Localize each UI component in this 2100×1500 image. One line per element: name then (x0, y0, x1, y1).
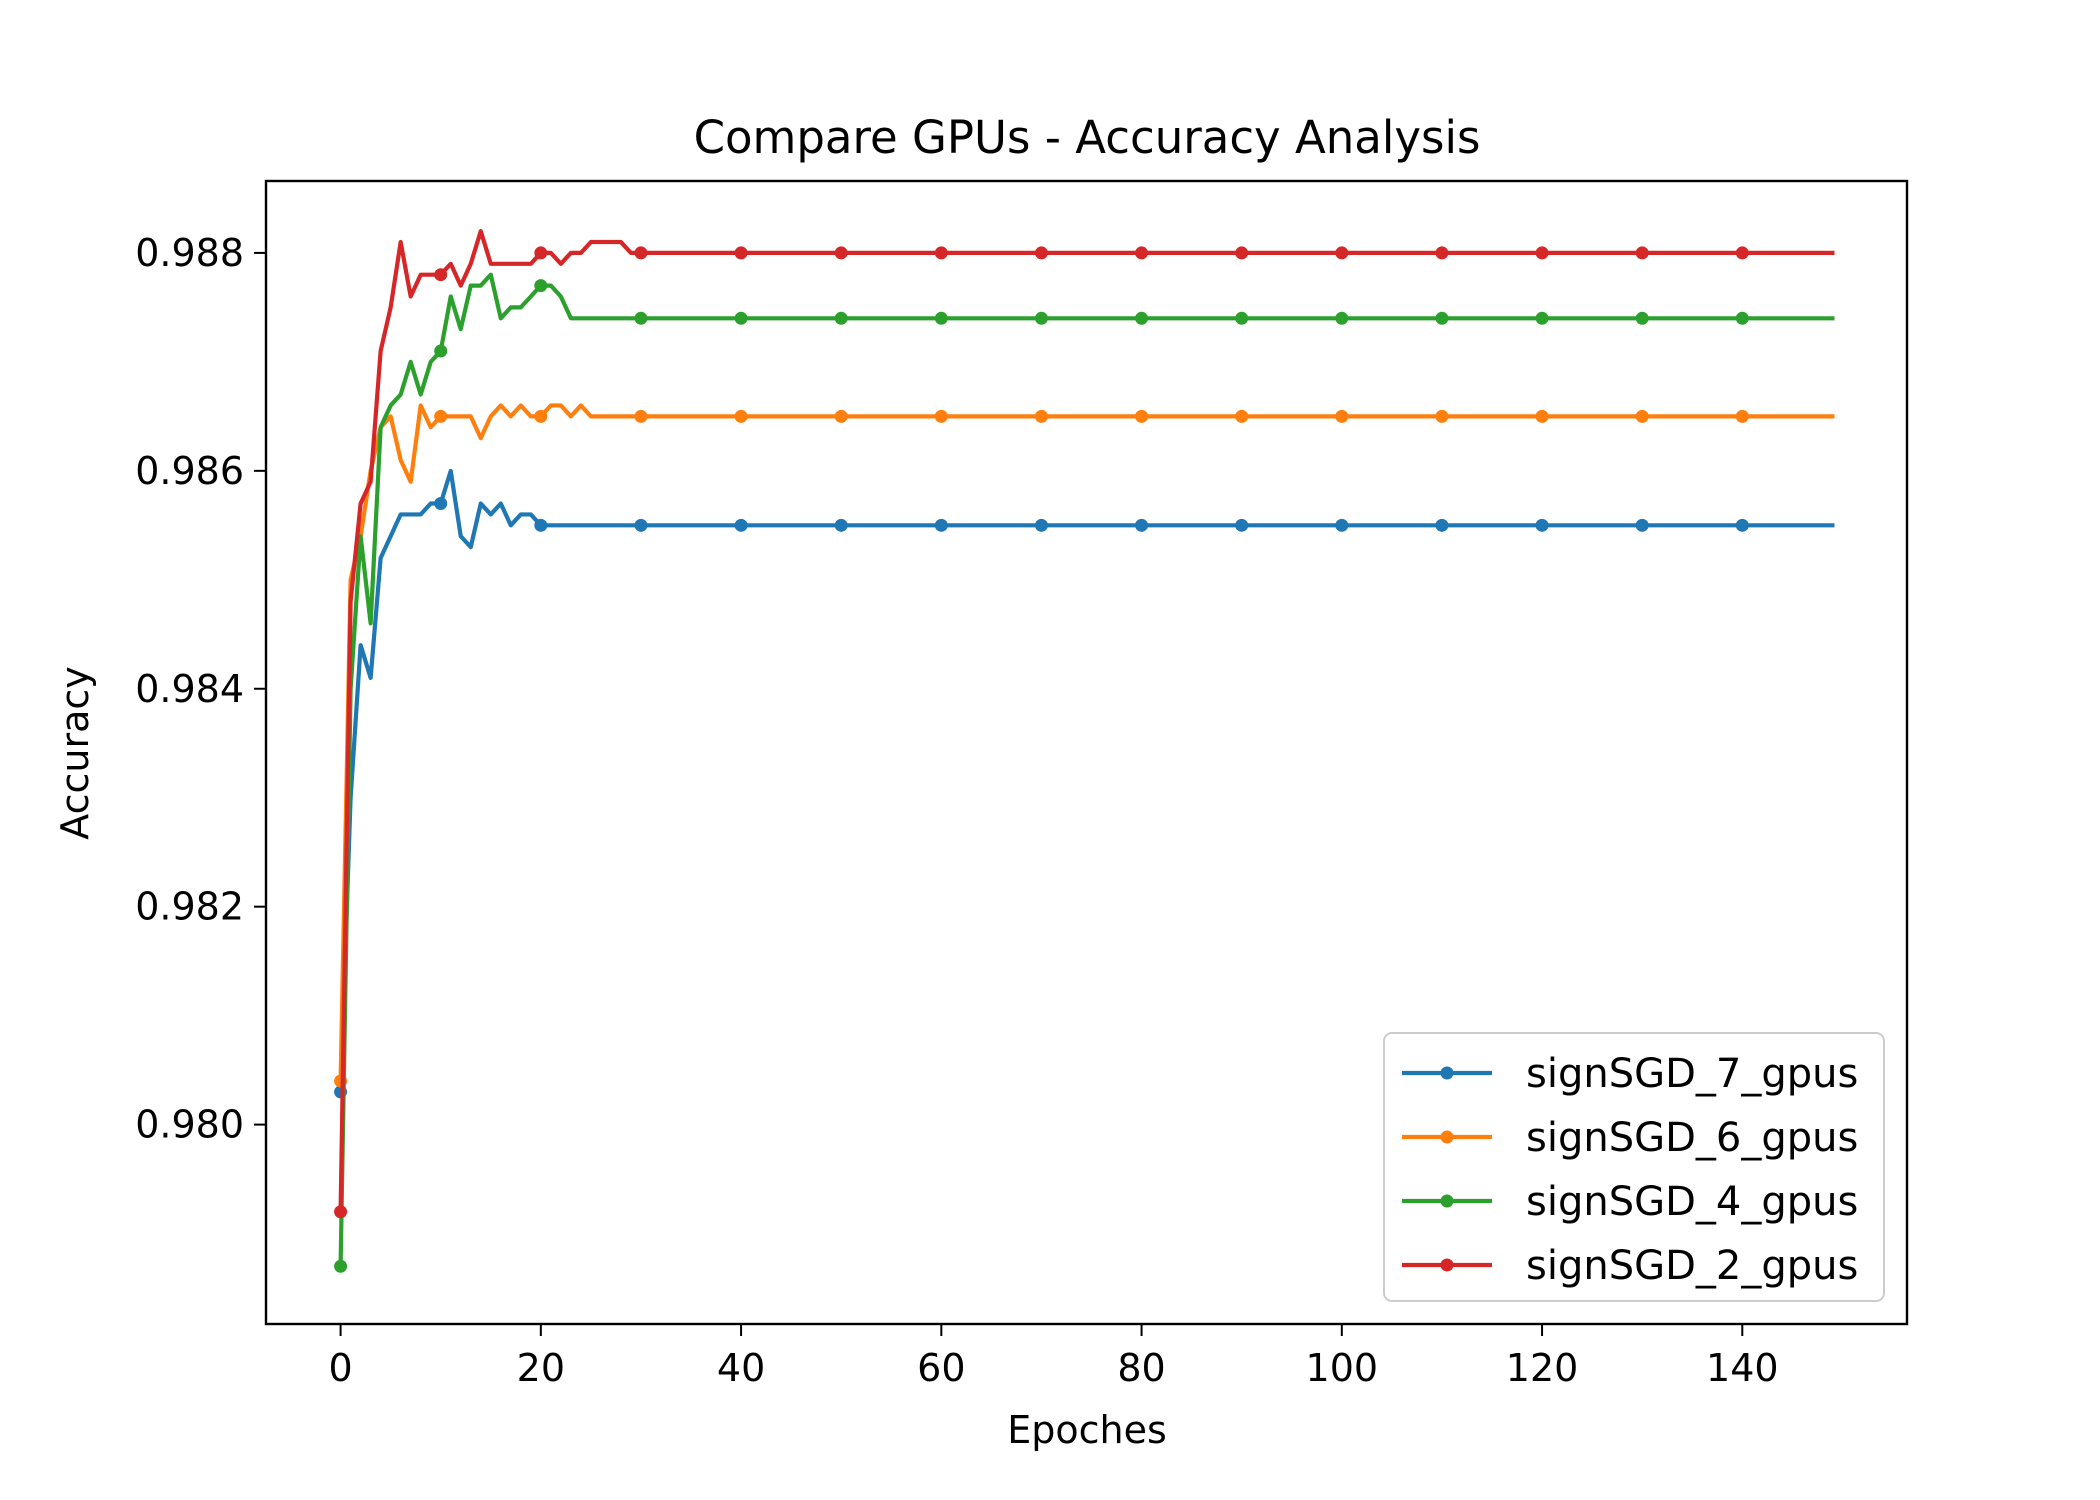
legend-marker (1440, 1066, 1454, 1080)
legend: signSGD_7_gpus signSGD_6_gpus signSGD_4_gp… (1383, 1032, 1885, 1302)
series-point-signSGD_2_gpus (334, 1205, 348, 1219)
series-point-signSGD_4_gpus (734, 311, 748, 325)
y-tick-label: 0.984 (135, 667, 244, 711)
series-point-signSGD_2_gpus (834, 246, 848, 260)
series-point-signSGD_4_gpus (434, 344, 448, 358)
series-point-signSGD_4_gpus (1335, 311, 1349, 325)
series-point-signSGD_6_gpus (534, 409, 548, 423)
series-point-signSGD_4_gpus (634, 311, 648, 325)
series-point-signSGD_4_gpus (334, 1259, 348, 1273)
series-point-signSGD_7_gpus (634, 518, 648, 532)
series-point-signSGD_6_gpus (1635, 409, 1649, 423)
x-tick-label: 100 (1306, 1346, 1379, 1390)
x-tick-label: 60 (917, 1346, 965, 1390)
series-point-signSGD_2_gpus (634, 246, 648, 260)
series-point-signSGD_2_gpus (1235, 246, 1249, 260)
chart-title: Compare GPUs - Accuracy Analysis (694, 111, 1481, 164)
legend-marker (1440, 1194, 1454, 1208)
series-point-signSGD_6_gpus (1135, 409, 1149, 423)
y-tick-label: 0.988 (135, 231, 244, 275)
series-point-signSGD_2_gpus (1435, 246, 1449, 260)
series-point-signSGD_7_gpus (434, 497, 448, 511)
legend-marker (1440, 1130, 1454, 1144)
series-line-signSGD_6_gpus (338, 403, 1835, 1084)
series-point-signSGD_2_gpus (1135, 246, 1149, 260)
series-point-signSGD_2_gpus (434, 268, 448, 282)
series-point-signSGD_4_gpus (534, 279, 548, 293)
x-axis-label: Epoches (1007, 1408, 1167, 1452)
y-axis: 0.980 0.982 0.984 0.986 0.988 (135, 231, 266, 1147)
series-point-signSGD_7_gpus (1435, 518, 1449, 532)
x-tick-label: 20 (517, 1346, 565, 1390)
series-point-signSGD_6_gpus (1535, 409, 1549, 423)
series-point-signSGD_4_gpus (934, 311, 948, 325)
legend-entry-label: signSGD_2_gpus (1526, 1243, 1858, 1289)
series-point-signSGD_6_gpus (634, 409, 648, 423)
series-point-signSGD_4_gpus (1735, 311, 1749, 325)
plot-frame (264, 179, 1909, 1326)
series-point-signSGD_2_gpus (1735, 246, 1749, 260)
series-point-signSGD_4_gpus (834, 311, 848, 325)
series-point-signSGD_4_gpus (1535, 311, 1549, 325)
series-point-signSGD_2_gpus (1535, 246, 1549, 260)
series-line-signSGD_2_gpus (338, 229, 1835, 1214)
series-point-signSGD_4_gpus (1635, 311, 1649, 325)
series-point-signSGD_7_gpus (934, 518, 948, 532)
y-axis-label: Accuracy (53, 666, 97, 840)
series-point-signSGD_7_gpus (1034, 518, 1048, 532)
series-layer (334, 229, 1835, 1273)
y-tick-label: 0.982 (135, 885, 244, 929)
y-tick-label: 0.986 (135, 449, 244, 493)
legend-entry-label: signSGD_4_gpus (1526, 1179, 1858, 1225)
series-point-signSGD_7_gpus (834, 518, 848, 532)
series-point-signSGD_7_gpus (1335, 518, 1349, 532)
series-point-signSGD_6_gpus (1735, 409, 1749, 423)
series-point-signSGD_7_gpus (1135, 518, 1149, 532)
series-point-signSGD_2_gpus (1335, 246, 1349, 260)
series-point-signSGD_7_gpus (534, 518, 548, 532)
series-point-signSGD_6_gpus (1034, 409, 1048, 423)
x-tick-label: 0 (328, 1346, 352, 1390)
series-point-signSGD_2_gpus (934, 246, 948, 260)
series-point-signSGD_4_gpus (1135, 311, 1149, 325)
series-point-signSGD_6_gpus (434, 409, 448, 423)
series-point-signSGD_2_gpus (1034, 246, 1048, 260)
y-tick-label: 0.980 (135, 1103, 244, 1147)
series-point-signSGD_7_gpus (1235, 518, 1249, 532)
series-point-signSGD_7_gpus (734, 518, 748, 532)
series-point-signSGD_6_gpus (734, 409, 748, 423)
x-tick-label: 120 (1506, 1346, 1579, 1390)
legend-entry-label: signSGD_7_gpus (1526, 1051, 1858, 1097)
x-tick-label: 40 (717, 1346, 765, 1390)
series-point-signSGD_4_gpus (1235, 311, 1249, 325)
series-point-signSGD_6_gpus (1335, 409, 1349, 423)
series-point-signSGD_2_gpus (734, 246, 748, 260)
series-point-signSGD_7_gpus (1635, 518, 1649, 532)
series-point-signSGD_6_gpus (834, 409, 848, 423)
series-line-signSGD_4_gpus (338, 272, 1835, 1269)
series-point-signSGD_7_gpus (1735, 518, 1749, 532)
x-axis: 0 20 40 60 80 100 120 140 (328, 1324, 1779, 1390)
series-point-signSGD_2_gpus (534, 246, 548, 260)
series-point-signSGD_6_gpus (934, 409, 948, 423)
series-point-signSGD_7_gpus (1535, 518, 1549, 532)
x-tick-label: 140 (1706, 1346, 1779, 1390)
legend-marker (1440, 1258, 1454, 1272)
legend-frame (1383, 1032, 1885, 1302)
x-tick-label: 80 (1117, 1346, 1165, 1390)
series-point-signSGD_4_gpus (1034, 311, 1048, 325)
series-point-signSGD_4_gpus (1435, 311, 1449, 325)
series-point-signSGD_6_gpus (1435, 409, 1449, 423)
series-point-signSGD_2_gpus (1635, 246, 1649, 260)
series-line-signSGD_7_gpus (338, 468, 1835, 1095)
legend-entry-label: signSGD_6_gpus (1526, 1115, 1858, 1161)
series-point-signSGD_6_gpus (1235, 409, 1249, 423)
